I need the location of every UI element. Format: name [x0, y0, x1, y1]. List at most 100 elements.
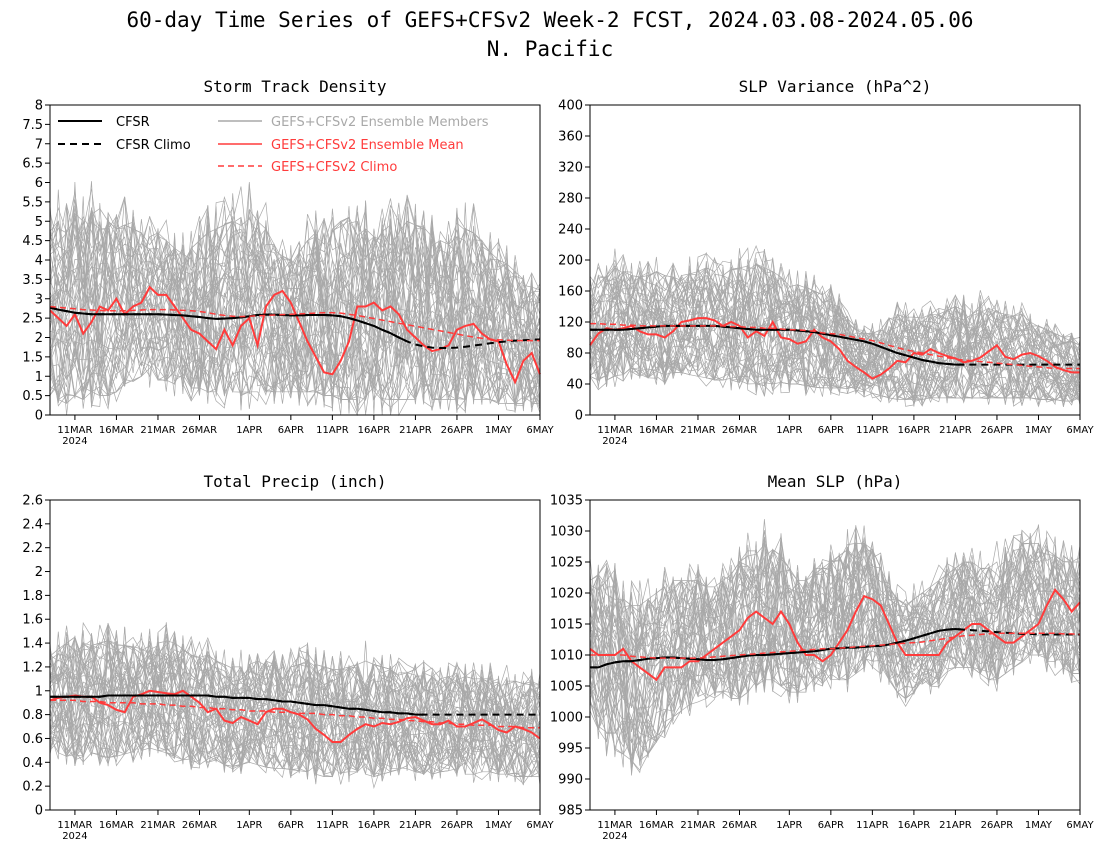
ensemble-member-line — [49, 645, 541, 773]
y-tick-label: 1005 — [550, 680, 583, 695]
y-tick-label: 8 — [35, 99, 43, 114]
ensemble-member-line — [589, 527, 1081, 697]
x-year-label: 2024 — [62, 436, 87, 447]
x-tick-label: 6MAY — [526, 425, 554, 436]
x-tick-label: 1APR — [776, 820, 802, 831]
y-tick-label: 1 — [35, 370, 43, 385]
ensemble-member-line — [49, 636, 540, 783]
panel-title-total-precip: Total Precip (inch) — [203, 472, 386, 491]
x-tick-label: 26APR — [441, 820, 474, 831]
x-tick-label: 6MAY — [1066, 820, 1094, 831]
ensemble-member-line — [49, 188, 541, 413]
ensemble-member-line — [589, 548, 1081, 703]
y-tick-label: 0.5 — [22, 389, 43, 404]
series-line-gefs-cfsv2-climo — [50, 699, 540, 729]
ensemble-member-line — [49, 640, 541, 783]
ensemble-member-line — [49, 645, 541, 767]
ensemble-member-line — [49, 196, 541, 408]
ensemble-member-line — [589, 253, 1081, 394]
y-tick-label: 200 — [558, 254, 583, 269]
figure-subtitle: N. Pacific — [487, 37, 613, 61]
ensemble-member-line — [589, 266, 1081, 381]
ensemble-member-line — [589, 256, 1081, 398]
y-tick-label: 985 — [558, 804, 583, 819]
x-tick-label: 1APR — [236, 425, 262, 436]
y-tick-label: 1.4 — [22, 637, 43, 652]
x-tick-label: 6APR — [818, 425, 844, 436]
x-tick-label: 26MAR — [182, 820, 217, 831]
panel-title-mean-slp: Mean SLP (hPa) — [768, 472, 903, 491]
legend-label-gefs-climo: GEFS+CFSv2 Climo — [271, 160, 397, 175]
y-tick-label: 5.5 — [22, 195, 43, 210]
x-tick-label: 26MAR — [722, 820, 757, 831]
series-line-gefs-cfsv2-climo — [590, 322, 1080, 370]
y-tick-label: 280 — [558, 192, 583, 207]
ensemble-member-line — [589, 543, 1080, 766]
y-tick-label: 3.5 — [22, 273, 43, 288]
y-tick-label: 400 — [558, 99, 583, 114]
x-tick-label: 16MAR — [639, 820, 674, 831]
ensemble-member-line — [49, 196, 541, 414]
x-tick-label: 1MAY — [485, 425, 513, 436]
x-tick-label: 21APR — [399, 820, 432, 831]
x-tick-label: 21MAR — [680, 425, 715, 436]
y-tick-label: 1010 — [550, 649, 583, 664]
ensemble-member-line — [589, 257, 1081, 365]
y-tick-label: 4.5 — [22, 234, 43, 249]
y-tick-label: 1015 — [550, 618, 583, 633]
x-tick-label: 26APR — [981, 425, 1014, 436]
ensemble-member-line — [49, 622, 541, 785]
ensemble-members — [49, 181, 541, 417]
ensemble-member-line — [49, 623, 541, 778]
y-tick-label: 360 — [558, 130, 583, 145]
ensemble-member-line — [589, 543, 1081, 681]
plot-frame — [49, 499, 541, 811]
ensemble-member-line — [49, 651, 541, 785]
y-tick-label: 0 — [575, 409, 583, 424]
series-line-gefs-cfsv2-ensemble-mean — [49, 285, 541, 385]
x-tick-label: 21APR — [939, 820, 972, 831]
x-tick-label: 16MAR — [99, 820, 134, 831]
y-tick-label: 40 — [566, 378, 583, 393]
ensemble-member-line — [589, 570, 1081, 744]
x-tick-label: 11APR — [856, 820, 889, 831]
legend-label-cfsr-climo: CFSR Climo — [116, 138, 191, 153]
ensemble-member-line — [49, 204, 541, 407]
x-tick-label: 11MAR — [57, 820, 92, 831]
x-tick-label: 11APR — [316, 425, 349, 436]
ensemble-member-line — [589, 251, 1081, 400]
x-year-label: 2024 — [602, 436, 627, 447]
x-tick-label: 21APR — [939, 425, 972, 436]
y-tick-label: 2.4 — [22, 517, 43, 532]
ensemble-member-line — [589, 543, 1081, 684]
y-tick-label: 1030 — [550, 525, 583, 540]
y-tick-label: 1 — [35, 684, 43, 699]
x-tick-label: 21APR — [399, 425, 432, 436]
figure-title: 60-day Time Series of GEFS+CFSv2 Week-2 … — [126, 8, 973, 32]
legend-label-cfsr: CFSR — [116, 115, 150, 130]
x-tick-label: 21MAR — [680, 820, 715, 831]
y-tick-label: 1025 — [550, 556, 583, 571]
x-tick-label: 21MAR — [140, 425, 175, 436]
x-tick-label: 1MAY — [485, 820, 513, 831]
y-tick-label: 0.4 — [22, 756, 43, 771]
x-tick-label: 11MAR — [597, 425, 632, 436]
ensemble-members — [49, 621, 541, 790]
y-tick-label: 120 — [558, 316, 583, 331]
y-tick-label: 0 — [35, 409, 43, 424]
y-tick-label: 0.2 — [22, 780, 43, 795]
x-tick-label: 11APR — [316, 820, 349, 831]
panel-title-slp-variance: SLP Variance (hPa^2) — [739, 77, 932, 96]
y-tick-label: 160 — [558, 285, 583, 300]
ensemble-member-line — [589, 530, 1081, 707]
ensemble-member-line — [589, 308, 1081, 403]
ensemble-member-line — [589, 535, 1081, 700]
x-tick-label: 26MAR — [722, 425, 757, 436]
y-tick-label: 80 — [566, 347, 583, 362]
legend-label-ens-mean: GEFS+CFSv2 Ensemble Mean — [271, 138, 464, 153]
y-tick-label: 2.5 — [22, 312, 43, 327]
ensemble-member-line — [49, 622, 541, 769]
x-tick-label: 6APR — [818, 820, 844, 831]
ensemble-member-line — [49, 651, 541, 774]
ensemble-member-line — [49, 209, 541, 410]
